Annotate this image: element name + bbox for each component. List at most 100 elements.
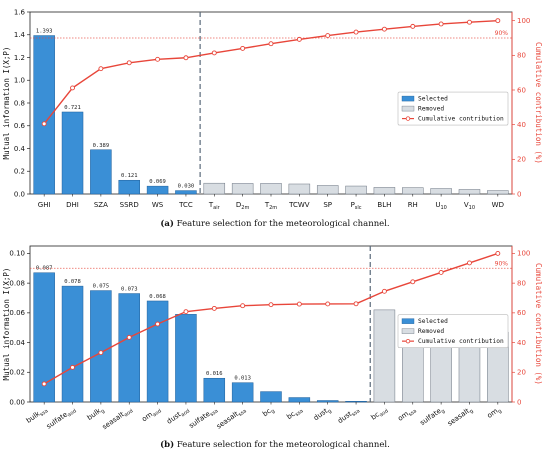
x-tick-label: dustssa — [336, 405, 361, 427]
x-tick-label: TCC — [178, 201, 193, 209]
legend-swatch-marker — [405, 116, 411, 121]
bar — [146, 185, 169, 195]
cumulative-point — [211, 50, 217, 56]
bar — [288, 397, 311, 403]
y2-axis-title: Cumulative contribution (%) — [534, 263, 543, 385]
y-tick-label: 1.6 — [14, 8, 26, 16]
cumulative-point — [296, 301, 302, 307]
x-tick-label: SSRD — [120, 201, 139, 209]
bar — [231, 382, 254, 403]
bar-value-label: 0.389 — [93, 143, 110, 149]
y-tick-label: 0.6 — [14, 122, 26, 130]
y-tick-label: 0.8 — [14, 99, 25, 107]
legend-swatch-removed — [401, 105, 415, 112]
cumulative-point — [126, 60, 132, 66]
y-tick-label: 0.08 — [9, 279, 25, 287]
cumulative-point — [467, 19, 472, 25]
y-tick-label: 1.0 — [14, 77, 25, 85]
x-tick-label: bulkg — [86, 405, 106, 423]
cumulative-point — [410, 23, 416, 29]
y2-tick-label: 100 — [517, 17, 530, 25]
threshold-label: 90% — [495, 260, 509, 267]
bar — [288, 183, 311, 195]
y-axis-title: Mutual information I(X;P) — [2, 268, 11, 381]
cumulative-point — [353, 301, 359, 307]
cumulative-point — [438, 269, 444, 275]
cumulative-point — [410, 279, 416, 285]
bar — [61, 111, 84, 195]
x-tick-label: T2m — [264, 201, 277, 211]
bar-value-label: 0.073 — [121, 287, 138, 293]
y2-tick-label: 80 — [517, 52, 526, 60]
x-tick-label: Tair — [208, 201, 221, 211]
x-tick-label: dustg — [312, 405, 333, 424]
y-tick-label: 0.0 — [14, 190, 25, 198]
cumulative-point — [325, 301, 331, 307]
y2-tick-label: 0 — [517, 190, 521, 198]
bar — [175, 314, 197, 403]
bar-value-label: 0.075 — [93, 284, 110, 290]
y2-tick-label: 20 — [517, 369, 526, 377]
bar — [373, 309, 396, 403]
legend-swatch-removed — [401, 328, 415, 334]
bar — [231, 183, 254, 195]
y-tick-label: 0.02 — [9, 369, 25, 377]
bar — [345, 185, 367, 195]
cumulative-point — [353, 29, 359, 35]
bar — [402, 187, 424, 195]
cumulative-point — [268, 302, 274, 308]
x-tick-label: WD — [492, 201, 504, 209]
y-tick-label: 1.4 — [14, 31, 26, 39]
x-tick-label: sulfatessa — [188, 405, 220, 431]
y-tick-label: 0.4 — [14, 145, 26, 153]
cumulative-point — [381, 26, 387, 32]
y2-tick-label: 100 — [517, 250, 530, 258]
bar-value-label: 0.721 — [64, 105, 81, 111]
bar — [90, 290, 112, 403]
x-tick-label: omssa — [396, 405, 418, 424]
bar — [458, 189, 481, 195]
legend-swatch-marker — [405, 338, 411, 344]
bar-value-label: 0.121 — [121, 173, 138, 179]
bar — [487, 190, 509, 195]
cumulative-point — [467, 260, 472, 266]
bar — [345, 401, 367, 403]
x-tick-label: SP — [323, 201, 332, 209]
cumulative-point — [381, 288, 387, 294]
cumulative-point — [438, 21, 444, 27]
bar — [373, 187, 396, 195]
legend-box — [397, 314, 509, 348]
cumulative-point — [211, 305, 217, 311]
x-tick-label: bcaod — [370, 405, 390, 423]
cumulative-point — [155, 56, 161, 62]
y-tick-label: 0.00 — [9, 398, 25, 406]
x-tick-label: bcssa — [285, 405, 304, 423]
y-tick-label: 0.2 — [14, 168, 25, 176]
x-tick-label: GHI — [38, 201, 51, 209]
bar-value-label: 0.030 — [178, 184, 195, 190]
figure-caption: (a) Feature selection for the meteorolog… — [160, 218, 389, 229]
legend-label-selected: Selected — [418, 96, 448, 103]
bar — [146, 300, 169, 403]
x-tick-label: seasaltssa — [215, 405, 248, 432]
bar-value-label: 0.087 — [36, 266, 53, 272]
x-tick-label: SZA — [94, 201, 108, 209]
bar — [175, 190, 197, 195]
cumulative-point — [70, 364, 75, 370]
y2-axis-title: Cumulative contribution (%) — [534, 42, 543, 164]
chart-b: 0.00 0.02 0.04 0.06 0.08 0.10 0 20 40 60 80 100 Mutu… — [2, 245, 543, 450]
bar-value-label: 0.069 — [149, 179, 166, 185]
cumulative-point — [98, 66, 104, 72]
x-tick-label: TCWV — [288, 201, 310, 209]
legend-swatch-selected — [401, 318, 415, 324]
y-tick-label: 0.10 — [9, 250, 25, 258]
cumulative-point — [495, 250, 501, 256]
cumulative-point — [183, 55, 189, 61]
y-tick-label: 0.06 — [9, 309, 25, 317]
x-tick-label: BLH — [377, 201, 391, 209]
x-tick-label: Pslc — [351, 201, 362, 211]
cumulative-point — [70, 85, 75, 91]
x-tick-label: omg — [486, 405, 503, 421]
bar — [430, 188, 452, 195]
x-tick-label: RH — [408, 201, 418, 209]
